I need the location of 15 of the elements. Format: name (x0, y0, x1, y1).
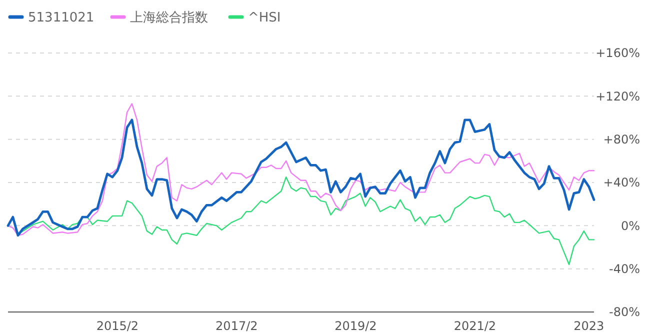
y-tick-label: +120% (596, 89, 640, 104)
x-tick-label: 2021/2 (454, 319, 496, 333)
x-tick-label: 2019/2 (334, 319, 377, 333)
y-tick-label: +80% (603, 132, 640, 147)
y-tick-label: 0% (620, 218, 640, 233)
y-tick-label: -80% (608, 305, 640, 320)
x-tick-label: 2017/2 (216, 319, 258, 333)
y-tick-label: -40% (608, 262, 640, 276)
y-tick-label: +40% (603, 176, 640, 190)
x-tick-label: 2015/2 (96, 319, 139, 333)
legend-label: 51311021 (28, 10, 94, 26)
legend-label: 上海総合指数 (130, 10, 208, 26)
legend-label: ^HSI (248, 10, 281, 26)
y-tick-label: +160% (596, 46, 640, 60)
x-tick-label: 2023 (574, 319, 604, 333)
